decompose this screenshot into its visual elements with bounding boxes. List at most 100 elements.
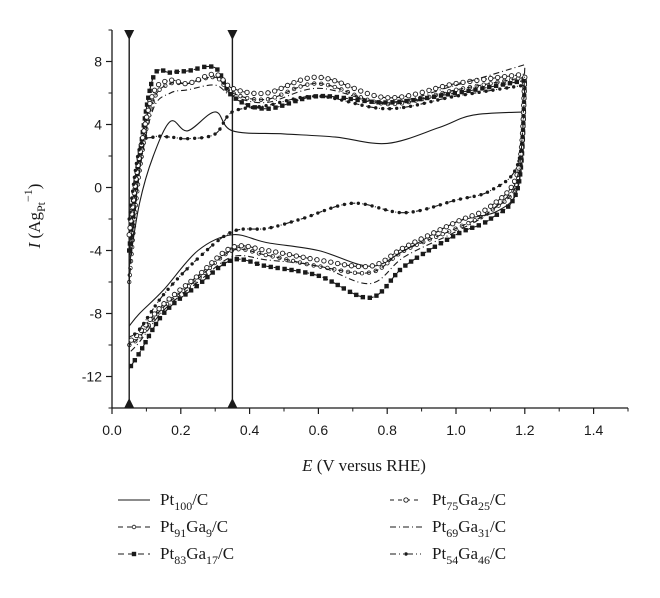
series-marker bbox=[484, 89, 488, 93]
series-marker bbox=[188, 288, 194, 293]
series-marker bbox=[498, 183, 502, 188]
series-marker bbox=[425, 95, 430, 101]
series-marker bbox=[155, 81, 162, 88]
series-marker bbox=[453, 226, 458, 231]
series-marker bbox=[515, 72, 522, 78]
series-marker bbox=[251, 97, 257, 102]
legend-item: Pt91Ga9/C bbox=[118, 517, 228, 540]
series-marker bbox=[284, 82, 291, 89]
series-marker bbox=[141, 128, 147, 134]
series-marker bbox=[443, 224, 450, 230]
series-marker bbox=[500, 82, 506, 87]
series-line-anodic bbox=[128, 84, 525, 220]
series-marker bbox=[312, 94, 316, 98]
series-marker bbox=[319, 94, 323, 98]
series-marker bbox=[162, 78, 168, 85]
series-marker bbox=[327, 94, 333, 99]
series-marker bbox=[230, 86, 237, 92]
series-marker bbox=[345, 83, 351, 89]
series-marker bbox=[282, 266, 287, 272]
series-marker bbox=[328, 259, 334, 265]
series-marker bbox=[289, 220, 294, 224]
series-marker bbox=[278, 85, 284, 91]
series-marker bbox=[424, 233, 431, 239]
series-marker bbox=[338, 80, 344, 86]
series-marker bbox=[137, 327, 142, 331]
series-marker bbox=[404, 210, 408, 215]
series-marker bbox=[321, 258, 327, 264]
series-marker bbox=[189, 79, 195, 86]
series-marker bbox=[502, 199, 507, 204]
series-marker bbox=[218, 73, 224, 78]
series-marker bbox=[338, 268, 344, 273]
series-marker bbox=[470, 91, 474, 96]
series-marker bbox=[500, 208, 506, 214]
series-marker bbox=[225, 115, 229, 119]
series-marker bbox=[252, 245, 258, 251]
y-tick-label: -4 bbox=[90, 243, 103, 259]
series-marker bbox=[195, 66, 200, 71]
x-axis-label: E (V versus RHE) bbox=[301, 456, 426, 475]
series-marker bbox=[323, 276, 328, 281]
series-marker bbox=[450, 234, 456, 239]
series-marker bbox=[129, 203, 133, 207]
series-marker bbox=[438, 203, 442, 207]
series-marker bbox=[371, 92, 377, 99]
series-marker bbox=[236, 247, 241, 252]
series-marker bbox=[149, 310, 154, 314]
series-marker bbox=[127, 342, 132, 348]
series-marker bbox=[476, 223, 482, 228]
series-marker bbox=[216, 238, 220, 243]
series-marker bbox=[445, 92, 451, 97]
series-marker bbox=[303, 270, 308, 275]
series-line-cathodic bbox=[128, 114, 526, 327]
series-marker bbox=[480, 86, 485, 91]
series-marker bbox=[279, 250, 286, 256]
series-marker bbox=[517, 156, 522, 160]
series-marker bbox=[154, 69, 159, 74]
series-marker bbox=[141, 321, 146, 326]
series-marker bbox=[195, 76, 201, 83]
series-marker bbox=[314, 257, 320, 263]
marker-triangle-up bbox=[124, 398, 135, 408]
series-marker bbox=[491, 187, 496, 191]
series-marker bbox=[243, 247, 248, 252]
series-marker bbox=[275, 265, 280, 271]
series-group bbox=[126, 64, 528, 369]
series-marker bbox=[494, 212, 500, 217]
series-marker bbox=[181, 69, 186, 74]
series-2 bbox=[126, 74, 527, 348]
series-marker bbox=[239, 100, 244, 105]
series-marker bbox=[139, 346, 145, 351]
series-marker bbox=[265, 96, 271, 102]
series-marker bbox=[495, 74, 501, 81]
series-marker bbox=[161, 292, 166, 297]
series-marker bbox=[149, 81, 154, 87]
series-marker bbox=[166, 287, 170, 292]
series-marker bbox=[205, 274, 210, 280]
series-marker bbox=[379, 289, 385, 294]
series-marker bbox=[291, 79, 297, 86]
series-marker bbox=[420, 251, 426, 257]
series-marker bbox=[157, 87, 162, 92]
series-marker bbox=[305, 82, 310, 87]
series-marker bbox=[349, 201, 354, 206]
series-marker bbox=[444, 237, 450, 242]
series-marker bbox=[280, 103, 285, 108]
series-marker bbox=[513, 192, 518, 198]
series-marker bbox=[266, 248, 272, 254]
series-marker bbox=[233, 96, 238, 101]
series-marker bbox=[319, 81, 324, 86]
series-marker bbox=[355, 263, 362, 270]
series-marker bbox=[316, 273, 322, 279]
series-marker bbox=[151, 135, 155, 139]
series-marker bbox=[221, 261, 226, 267]
series-marker bbox=[300, 254, 306, 260]
series-marker bbox=[393, 249, 400, 255]
series-5 bbox=[128, 64, 526, 354]
series-marker bbox=[127, 248, 132, 253]
series-marker bbox=[433, 85, 439, 92]
series-marker bbox=[128, 363, 134, 369]
series-marker bbox=[325, 82, 331, 88]
